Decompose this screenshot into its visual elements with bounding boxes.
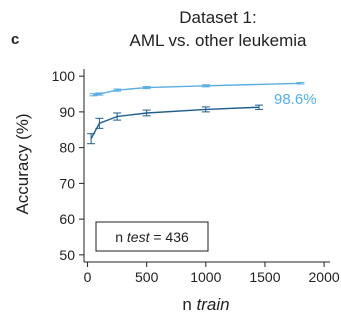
x-tick-label: 1500 [249,269,280,285]
y-tick-label: 70 [59,175,75,191]
y-tick-label: 100 [52,68,76,84]
annotation-value: 98.6% [274,91,317,108]
x-axis-label-prefix: n [182,295,196,314]
series-layer [87,82,305,145]
x-ticks: 0 500 1000 1500 2000 [84,262,340,285]
chart-title-line1: Dataset 1: [179,8,257,27]
n-test-italic: test [127,229,151,245]
series-line [90,106,260,140]
error-bar [296,82,305,85]
y-tick-label: 50 [59,247,75,263]
n-test-suffix: = 436 [149,229,189,245]
x-axis-label: n train [182,295,229,314]
error-bar [142,86,151,90]
error-bar [142,109,151,117]
error-bar [95,117,104,129]
error-bar [201,84,210,88]
x-axis-label-italic: train [197,295,230,314]
error-bar [89,93,98,97]
x-tick-label: 1000 [190,269,221,285]
x-tick-label: 500 [135,269,159,285]
n-test-label: n test = 436 [115,229,189,245]
x-tick-label: 0 [84,269,92,285]
error-bar [113,112,122,121]
y-ticks: 50 60 70 80 90 100 [52,68,84,263]
n-test-prefix: n [115,229,127,245]
error-bar [87,133,96,145]
x-tick-label: 2000 [309,269,340,285]
panel-label: c [11,31,19,48]
y-axis-label: Accuracy (%) [13,113,32,214]
n-test-box [95,221,209,252]
y-tick-label: 80 [59,140,75,156]
error-bar [113,88,122,92]
y-tick-label: 60 [59,211,75,227]
chart-title-line2: AML vs. other leukemia [130,31,308,50]
error-bar [255,104,264,110]
y-tick-label: 90 [59,104,75,120]
error-bar [95,92,104,96]
series-2 [87,104,264,145]
series-1 [89,82,305,97]
series-line [93,82,301,96]
error-bar [201,106,210,113]
